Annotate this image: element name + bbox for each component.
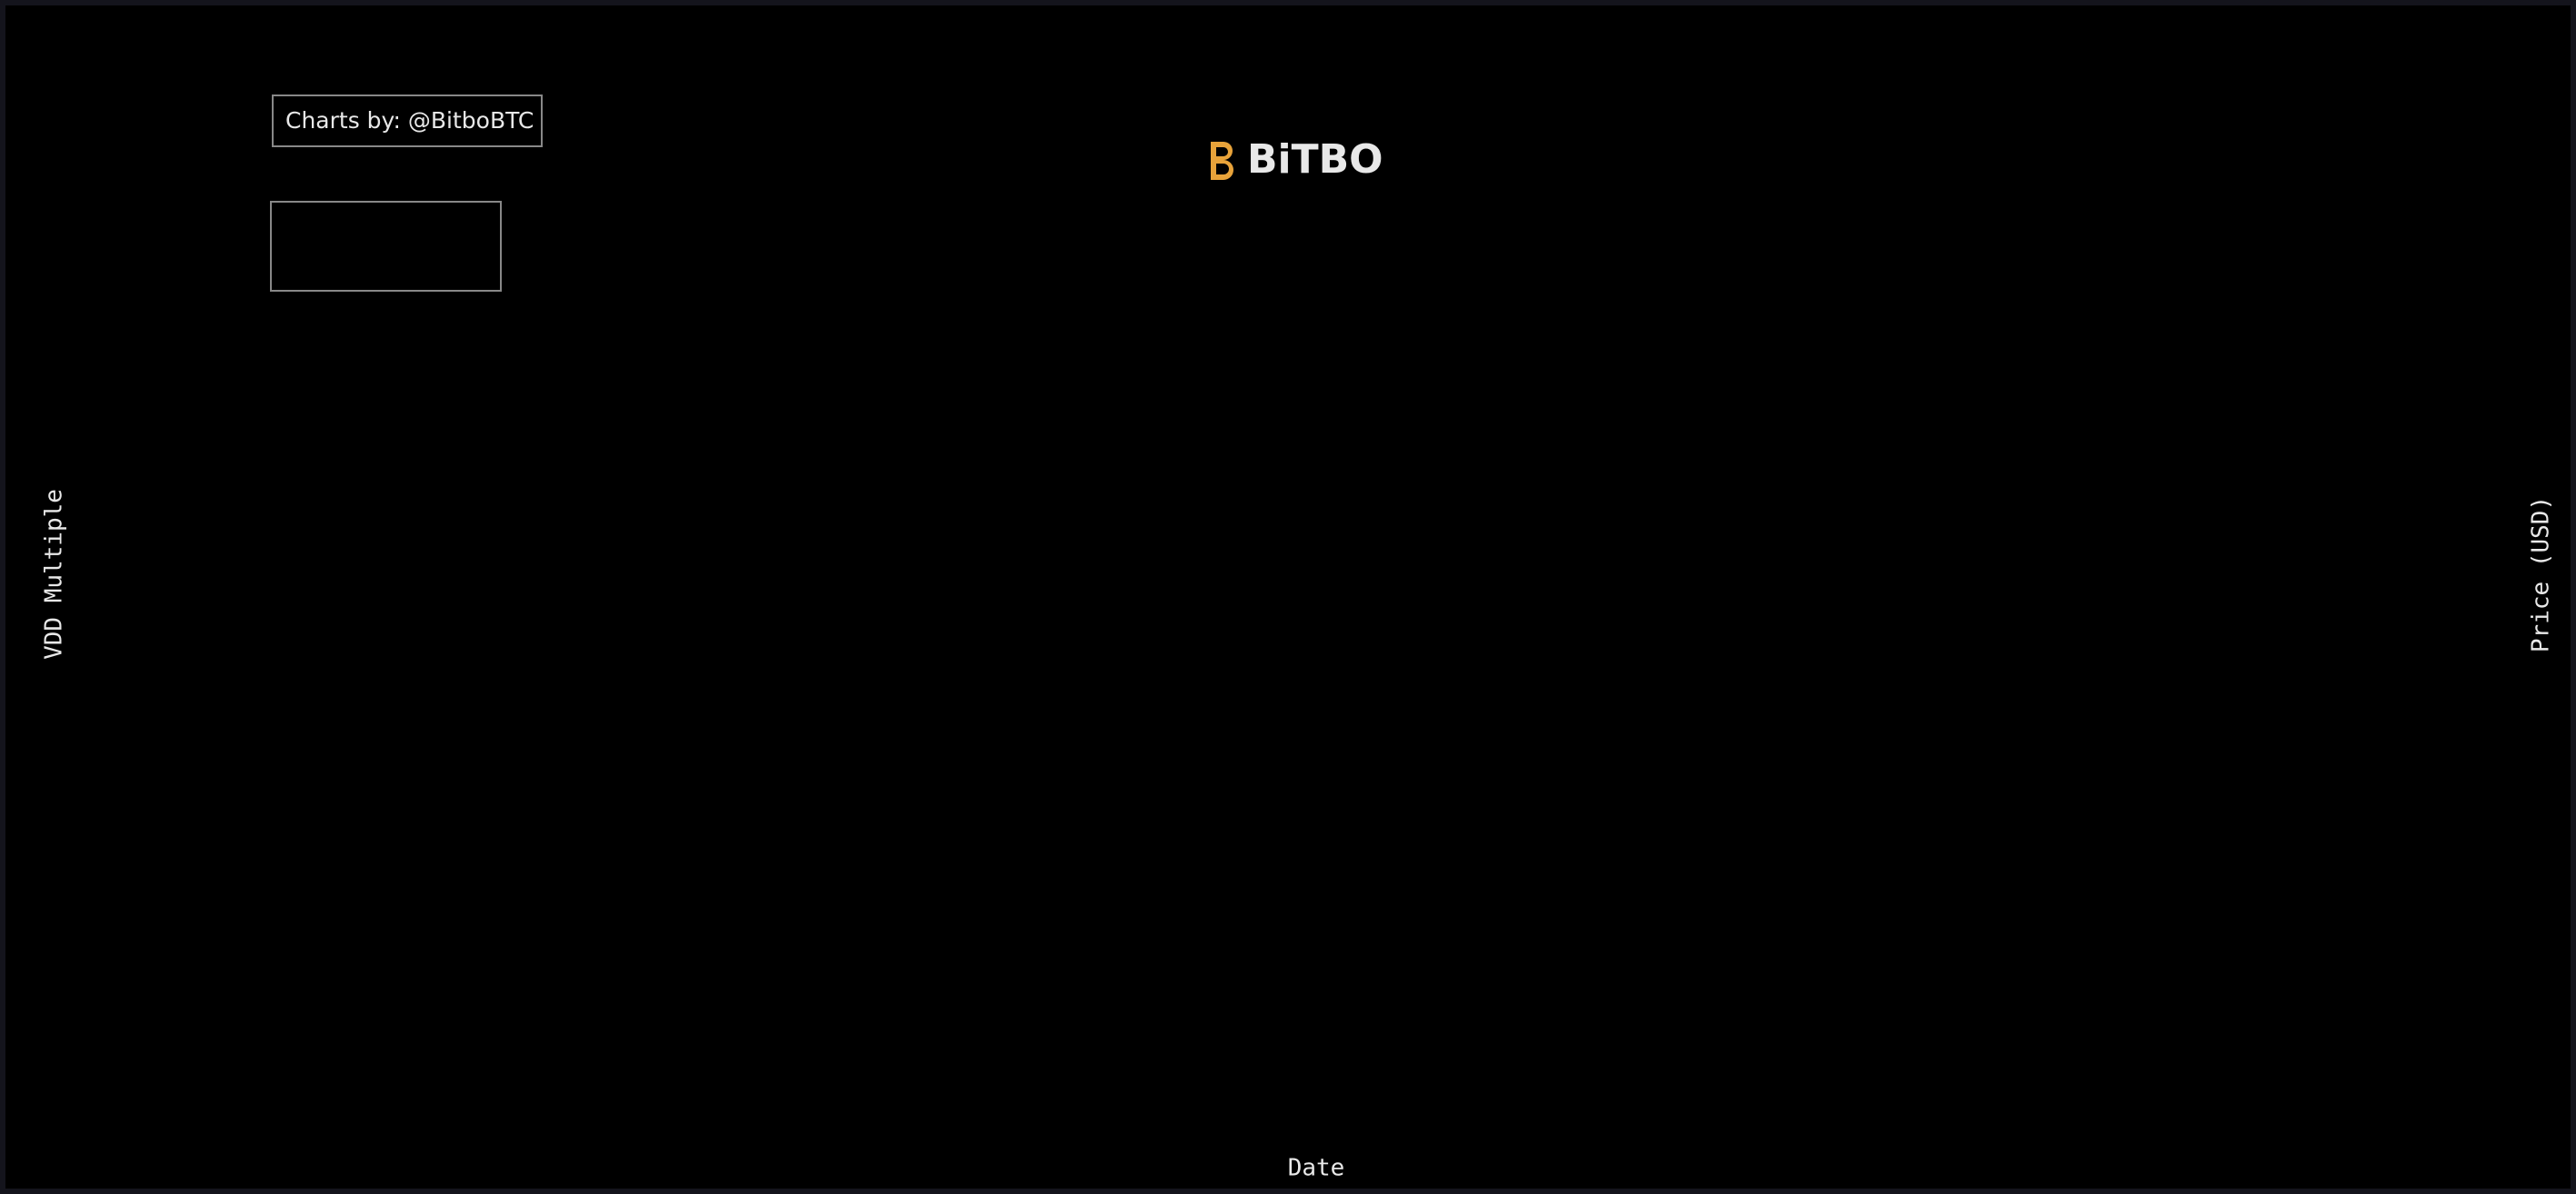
y-axis-title: VDD Multiple <box>41 489 68 660</box>
annotation: Charts by: @BitboBTC <box>272 95 543 147</box>
watermark: BiTBO <box>1211 136 1383 183</box>
logo-text: BiTBO <box>1247 136 1383 183</box>
logo-icon <box>1211 142 1233 180</box>
legend <box>270 201 502 292</box>
annotation-box <box>272 95 543 147</box>
x-axis-title: Date <box>1288 1155 1345 1182</box>
annotation-text: Charts by: @BitboBTC <box>285 107 534 134</box>
y2-axis-title: Price (USD) <box>2528 496 2555 652</box>
plot-background <box>5 5 2571 1189</box>
legend-box <box>270 201 502 292</box>
